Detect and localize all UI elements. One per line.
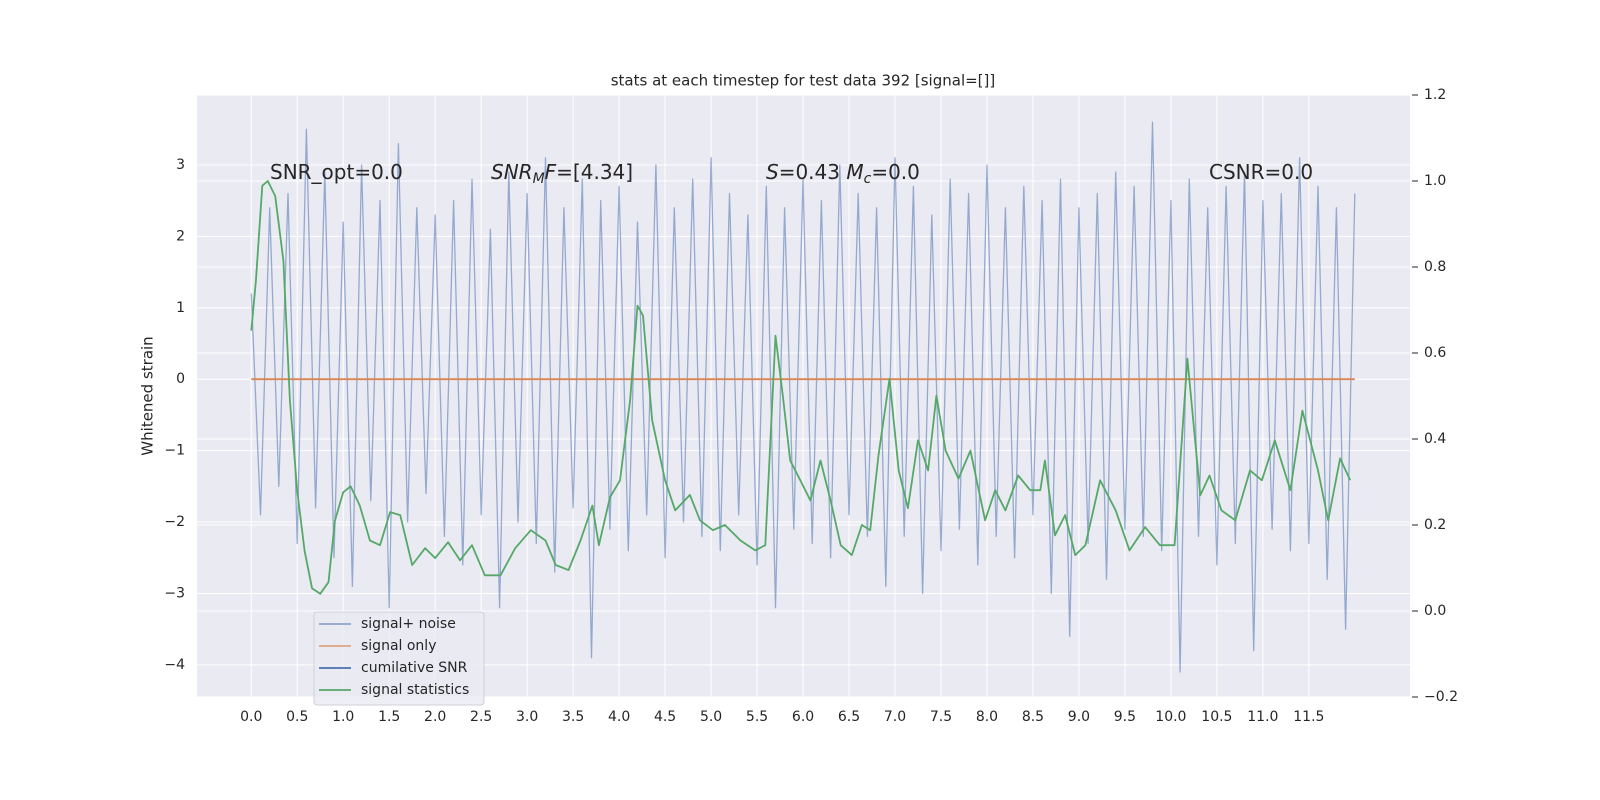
annotation-part: M — [533, 171, 545, 187]
y2-tick-label: −0.2 — [1424, 689, 1458, 705]
legend-label: signal+ noise — [361, 616, 456, 632]
annotation-part: =0.0 — [871, 160, 920, 184]
annotation-part: =[4.34] — [556, 160, 633, 184]
y2-tick-label: 0.2 — [1424, 517, 1446, 533]
y-tick-label: −4 — [164, 657, 185, 673]
annotation: CSNR=0.0 — [1209, 160, 1313, 184]
legend-label: signal only — [361, 638, 436, 654]
x-tick-label: 3.0 — [516, 709, 538, 725]
x-tick-label: 4.5 — [654, 709, 676, 725]
x-tick-label: 0.5 — [286, 709, 308, 725]
annotation: S=0.43 Mc=0.0 — [766, 160, 920, 188]
y-tick-label: 1 — [176, 300, 185, 316]
y2-tick-label: 1.0 — [1424, 173, 1446, 189]
y-tick-label: 2 — [176, 228, 185, 244]
x-tick-label: 5.0 — [700, 709, 722, 725]
x-tick-label: 1.5 — [378, 709, 400, 725]
y2-tick-label: 0.6 — [1424, 345, 1446, 361]
annotation: SNRMF=[4.34] — [491, 160, 633, 188]
x-tick-label: 9.0 — [1068, 709, 1090, 725]
x-tick-label: 2.0 — [424, 709, 446, 725]
x-tick-label: 5.5 — [746, 709, 768, 725]
annotation-part: c — [864, 171, 872, 187]
x-tick-label: 6.0 — [792, 709, 814, 725]
y2-tick-label: 0.8 — [1424, 259, 1446, 275]
x-tick-label: 11.0 — [1247, 709, 1278, 725]
x-tick-label: 0.0 — [240, 709, 262, 725]
chart-title: stats at each timestep for test data 392… — [611, 72, 996, 90]
annotation-part: M — [846, 160, 863, 184]
y-tick-label: −1 — [164, 443, 185, 459]
y-tick-label: −3 — [164, 585, 185, 601]
annotation-part: SNR_opt=0.0 — [270, 160, 403, 184]
x-tick-label: 3.5 — [562, 709, 584, 725]
annotation-part: =0.43 — [779, 160, 847, 184]
y-tick-label: 0 — [176, 371, 185, 387]
x-tick-label: 8.5 — [1022, 709, 1044, 725]
x-tick-label: 6.5 — [838, 709, 860, 725]
y2-tick-label: 1.2 — [1424, 87, 1446, 103]
x-tick-label: 4.0 — [608, 709, 630, 725]
x-tick-label: 7.5 — [930, 709, 952, 725]
x-tick-label: 9.5 — [1114, 709, 1136, 725]
x-tick-label: 11.5 — [1293, 709, 1324, 725]
legend-label: signal statistics — [361, 682, 469, 698]
series-line — [250, 180, 1352, 595]
annotation-part: S — [766, 160, 779, 184]
x-tick-label: 10.0 — [1155, 709, 1186, 725]
x-tick-label: 2.5 — [470, 709, 492, 725]
annotation-part: CSNR=0.0 — [1209, 160, 1313, 184]
y2-tick-label: 0.0 — [1424, 603, 1446, 619]
x-tick-label: 1.0 — [332, 709, 354, 725]
y-tick-label: −2 — [164, 514, 185, 530]
legend-label: cumilative SNR — [361, 660, 468, 676]
y-axis-label: Whitened strain — [139, 336, 157, 455]
annotation-part: SNR — [491, 160, 533, 184]
legend-box — [313, 611, 485, 706]
x-tick-label: 10.5 — [1201, 709, 1232, 725]
annotation: SNR_opt=0.0 — [270, 160, 403, 184]
series-line — [250, 121, 1356, 673]
y-tick-label: 3 — [176, 157, 185, 173]
x-tick-label: 7.0 — [884, 709, 906, 725]
y2-tick-label: 0.4 — [1424, 431, 1446, 447]
annotation-part: F — [545, 160, 557, 184]
x-tick-label: 8.0 — [976, 709, 998, 725]
